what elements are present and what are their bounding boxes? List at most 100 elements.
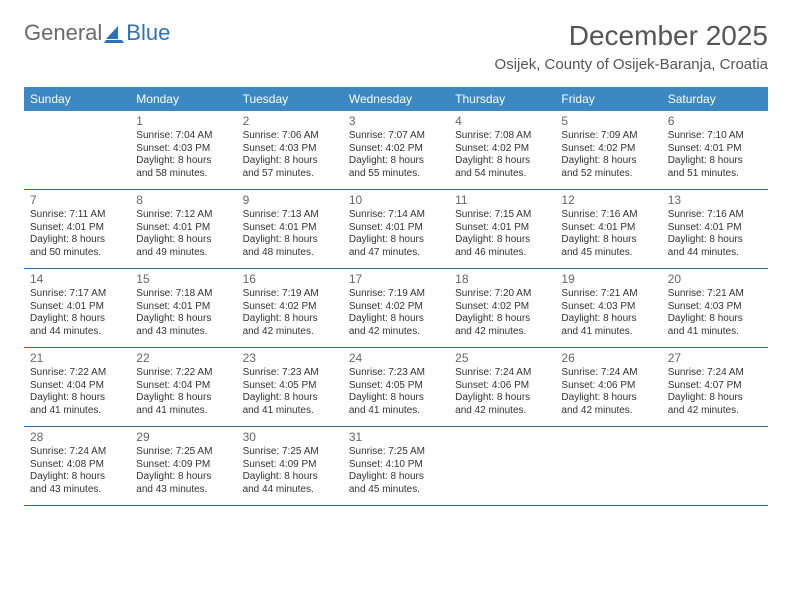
- sunset-line: Sunset: 4:06 PM: [561, 380, 655, 393]
- daylight-line: Daylight: 8 hours and 49 minutes.: [136, 234, 230, 259]
- day-number: 13: [668, 193, 762, 207]
- sunrise-line: Sunrise: 7:06 AM: [243, 130, 337, 143]
- dow-cell: Monday: [130, 87, 236, 111]
- day-cell: [449, 427, 555, 505]
- dow-cell: Wednesday: [343, 87, 449, 111]
- sunrise-line: Sunrise: 7:10 AM: [668, 130, 762, 143]
- sunrise-line: Sunrise: 7:13 AM: [243, 209, 337, 222]
- daylight-line: Daylight: 8 hours and 57 minutes.: [243, 155, 337, 180]
- logo-text-2: Blue: [126, 20, 170, 46]
- sunrise-line: Sunrise: 7:16 AM: [668, 209, 762, 222]
- sunset-line: Sunset: 4:01 PM: [455, 222, 549, 235]
- week-row: 7Sunrise: 7:11 AMSunset: 4:01 PMDaylight…: [24, 190, 768, 269]
- sunset-line: Sunset: 4:10 PM: [349, 459, 443, 472]
- sunrise-line: Sunrise: 7:18 AM: [136, 288, 230, 301]
- sunset-line: Sunset: 4:01 PM: [349, 222, 443, 235]
- sunrise-line: Sunrise: 7:21 AM: [668, 288, 762, 301]
- daylight-line: Daylight: 8 hours and 48 minutes.: [243, 234, 337, 259]
- day-number: 24: [349, 351, 443, 365]
- day-cell: 22Sunrise: 7:22 AMSunset: 4:04 PMDayligh…: [130, 348, 236, 426]
- daylight-line: Daylight: 8 hours and 43 minutes.: [136, 471, 230, 496]
- sunset-line: Sunset: 4:09 PM: [136, 459, 230, 472]
- day-cell: 9 Sunrise: 7:13 AMSunset: 4:01 PMDaylight…: [237, 190, 343, 268]
- day-cell: 27Sunrise: 7:24 AMSunset: 4:07 PMDayligh…: [662, 348, 768, 426]
- sunrise-line: Sunrise: 7:20 AM: [455, 288, 549, 301]
- sunrise-line: Sunrise: 7:14 AM: [349, 209, 443, 222]
- daylight-line: Daylight: 8 hours and 41 minutes.: [349, 392, 443, 417]
- daylight-line: Daylight: 8 hours and 45 minutes.: [561, 234, 655, 259]
- logo-text-1: General: [24, 20, 102, 46]
- day-number: 21: [30, 351, 124, 365]
- logo: General Blue: [24, 20, 170, 46]
- sunset-line: Sunset: 4:01 PM: [668, 222, 762, 235]
- day-number: 8: [136, 193, 230, 207]
- sunrise-line: Sunrise: 7:24 AM: [668, 367, 762, 380]
- daylight-line: Daylight: 8 hours and 47 minutes.: [349, 234, 443, 259]
- day-number: 28: [30, 430, 124, 444]
- sunset-line: Sunset: 4:01 PM: [30, 301, 124, 314]
- daylight-line: Daylight: 8 hours and 43 minutes.: [30, 471, 124, 496]
- sunrise-line: Sunrise: 7:24 AM: [455, 367, 549, 380]
- day-number: 29: [136, 430, 230, 444]
- day-cell: 29 Sunrise: 7:25 AMSunset: 4:09 PMDayligh…: [130, 427, 236, 505]
- day-cell: 1Sunrise: 7:04 AMSunset: 4:03 PMDaylight…: [130, 111, 236, 189]
- sunset-line: Sunset: 4:05 PM: [243, 380, 337, 393]
- sunset-line: Sunset: 4:03 PM: [243, 143, 337, 156]
- day-number: 20: [668, 272, 762, 286]
- week-row: 1Sunrise: 7:04 AMSunset: 4:03 PMDaylight…: [24, 111, 768, 190]
- daylight-line: Daylight: 8 hours and 50 minutes.: [30, 234, 124, 259]
- day-cell: 30Sunrise: 7:25 AMSunset: 4:09 PMDayligh…: [237, 427, 343, 505]
- dow-cell: Tuesday: [237, 87, 343, 111]
- sunrise-line: Sunrise: 7:25 AM: [349, 446, 443, 459]
- day-number: 5: [561, 114, 655, 128]
- sunrise-line: Sunrise: 7:21 AM: [561, 288, 655, 301]
- day-number: 14: [30, 272, 124, 286]
- day-number: 9: [243, 193, 337, 207]
- daylight-line: Daylight: 8 hours and 44 minutes.: [243, 471, 337, 496]
- daylight-line: Daylight: 8 hours and 41 minutes.: [668, 313, 762, 338]
- daylight-line: Daylight: 8 hours and 41 minutes.: [561, 313, 655, 338]
- day-number: 4: [455, 114, 549, 128]
- daylight-line: Daylight: 8 hours and 42 minutes.: [455, 392, 549, 417]
- daylight-line: Daylight: 8 hours and 41 minutes.: [30, 392, 124, 417]
- sunrise-line: Sunrise: 7:22 AM: [30, 367, 124, 380]
- day-cell: 7Sunrise: 7:11 AMSunset: 4:01 PMDaylight…: [24, 190, 130, 268]
- sunset-line: Sunset: 4:01 PM: [136, 222, 230, 235]
- sunset-line: Sunset: 4:06 PM: [455, 380, 549, 393]
- day-cell: 11Sunrise: 7:15 AMSunset: 4:01 PMDayligh…: [449, 190, 555, 268]
- sunrise-line: Sunrise: 7:16 AM: [561, 209, 655, 222]
- day-cell: 23Sunrise: 7:23 AMSunset: 4:05 PMDayligh…: [237, 348, 343, 426]
- day-cell: 20Sunrise: 7:21 AMSunset: 4:03 PMDayligh…: [662, 269, 768, 347]
- day-number: 15: [136, 272, 230, 286]
- day-number: 22: [136, 351, 230, 365]
- day-cell: 17Sunrise: 7:19 AMSunset: 4:02 PMDayligh…: [343, 269, 449, 347]
- sunrise-line: Sunrise: 7:25 AM: [243, 446, 337, 459]
- page-title: December 2025: [495, 20, 768, 52]
- sunrise-line: Sunrise: 7:17 AM: [30, 288, 124, 301]
- daylight-line: Daylight: 8 hours and 42 minutes.: [455, 313, 549, 338]
- day-number: 7: [30, 193, 124, 207]
- sunset-line: Sunset: 4:04 PM: [136, 380, 230, 393]
- dow-cell: Thursday: [449, 87, 555, 111]
- day-cell: [662, 427, 768, 505]
- day-number: 11: [455, 193, 549, 207]
- sunset-line: Sunset: 4:01 PM: [243, 222, 337, 235]
- calendar: SundayMondayTuesdayWednesdayThursdayFrid…: [24, 87, 768, 506]
- sunset-line: Sunset: 4:02 PM: [349, 143, 443, 156]
- sunset-line: Sunset: 4:07 PM: [668, 380, 762, 393]
- sunset-line: Sunset: 4:01 PM: [668, 143, 762, 156]
- sunset-line: Sunset: 4:05 PM: [349, 380, 443, 393]
- day-cell: 4Sunrise: 7:08 AMSunset: 4:02 PMDaylight…: [449, 111, 555, 189]
- day-cell: 31Sunrise: 7:25 AMSunset: 4:10 PMDayligh…: [343, 427, 449, 505]
- day-cell: 16Sunrise: 7:19 AMSunset: 4:02 PMDayligh…: [237, 269, 343, 347]
- day-cell: 14Sunrise: 7:17 AMSunset: 4:01 PMDayligh…: [24, 269, 130, 347]
- sunrise-line: Sunrise: 7:08 AM: [455, 130, 549, 143]
- day-cell: 2Sunrise: 7:06 AMSunset: 4:03 PMDaylight…: [237, 111, 343, 189]
- sunrise-line: Sunrise: 7:25 AM: [136, 446, 230, 459]
- day-number: 12: [561, 193, 655, 207]
- sunset-line: Sunset: 4:02 PM: [455, 143, 549, 156]
- sunset-line: Sunset: 4:02 PM: [561, 143, 655, 156]
- daylight-line: Daylight: 8 hours and 46 minutes.: [455, 234, 549, 259]
- daylight-line: Daylight: 8 hours and 42 minutes.: [668, 392, 762, 417]
- day-number: 30: [243, 430, 337, 444]
